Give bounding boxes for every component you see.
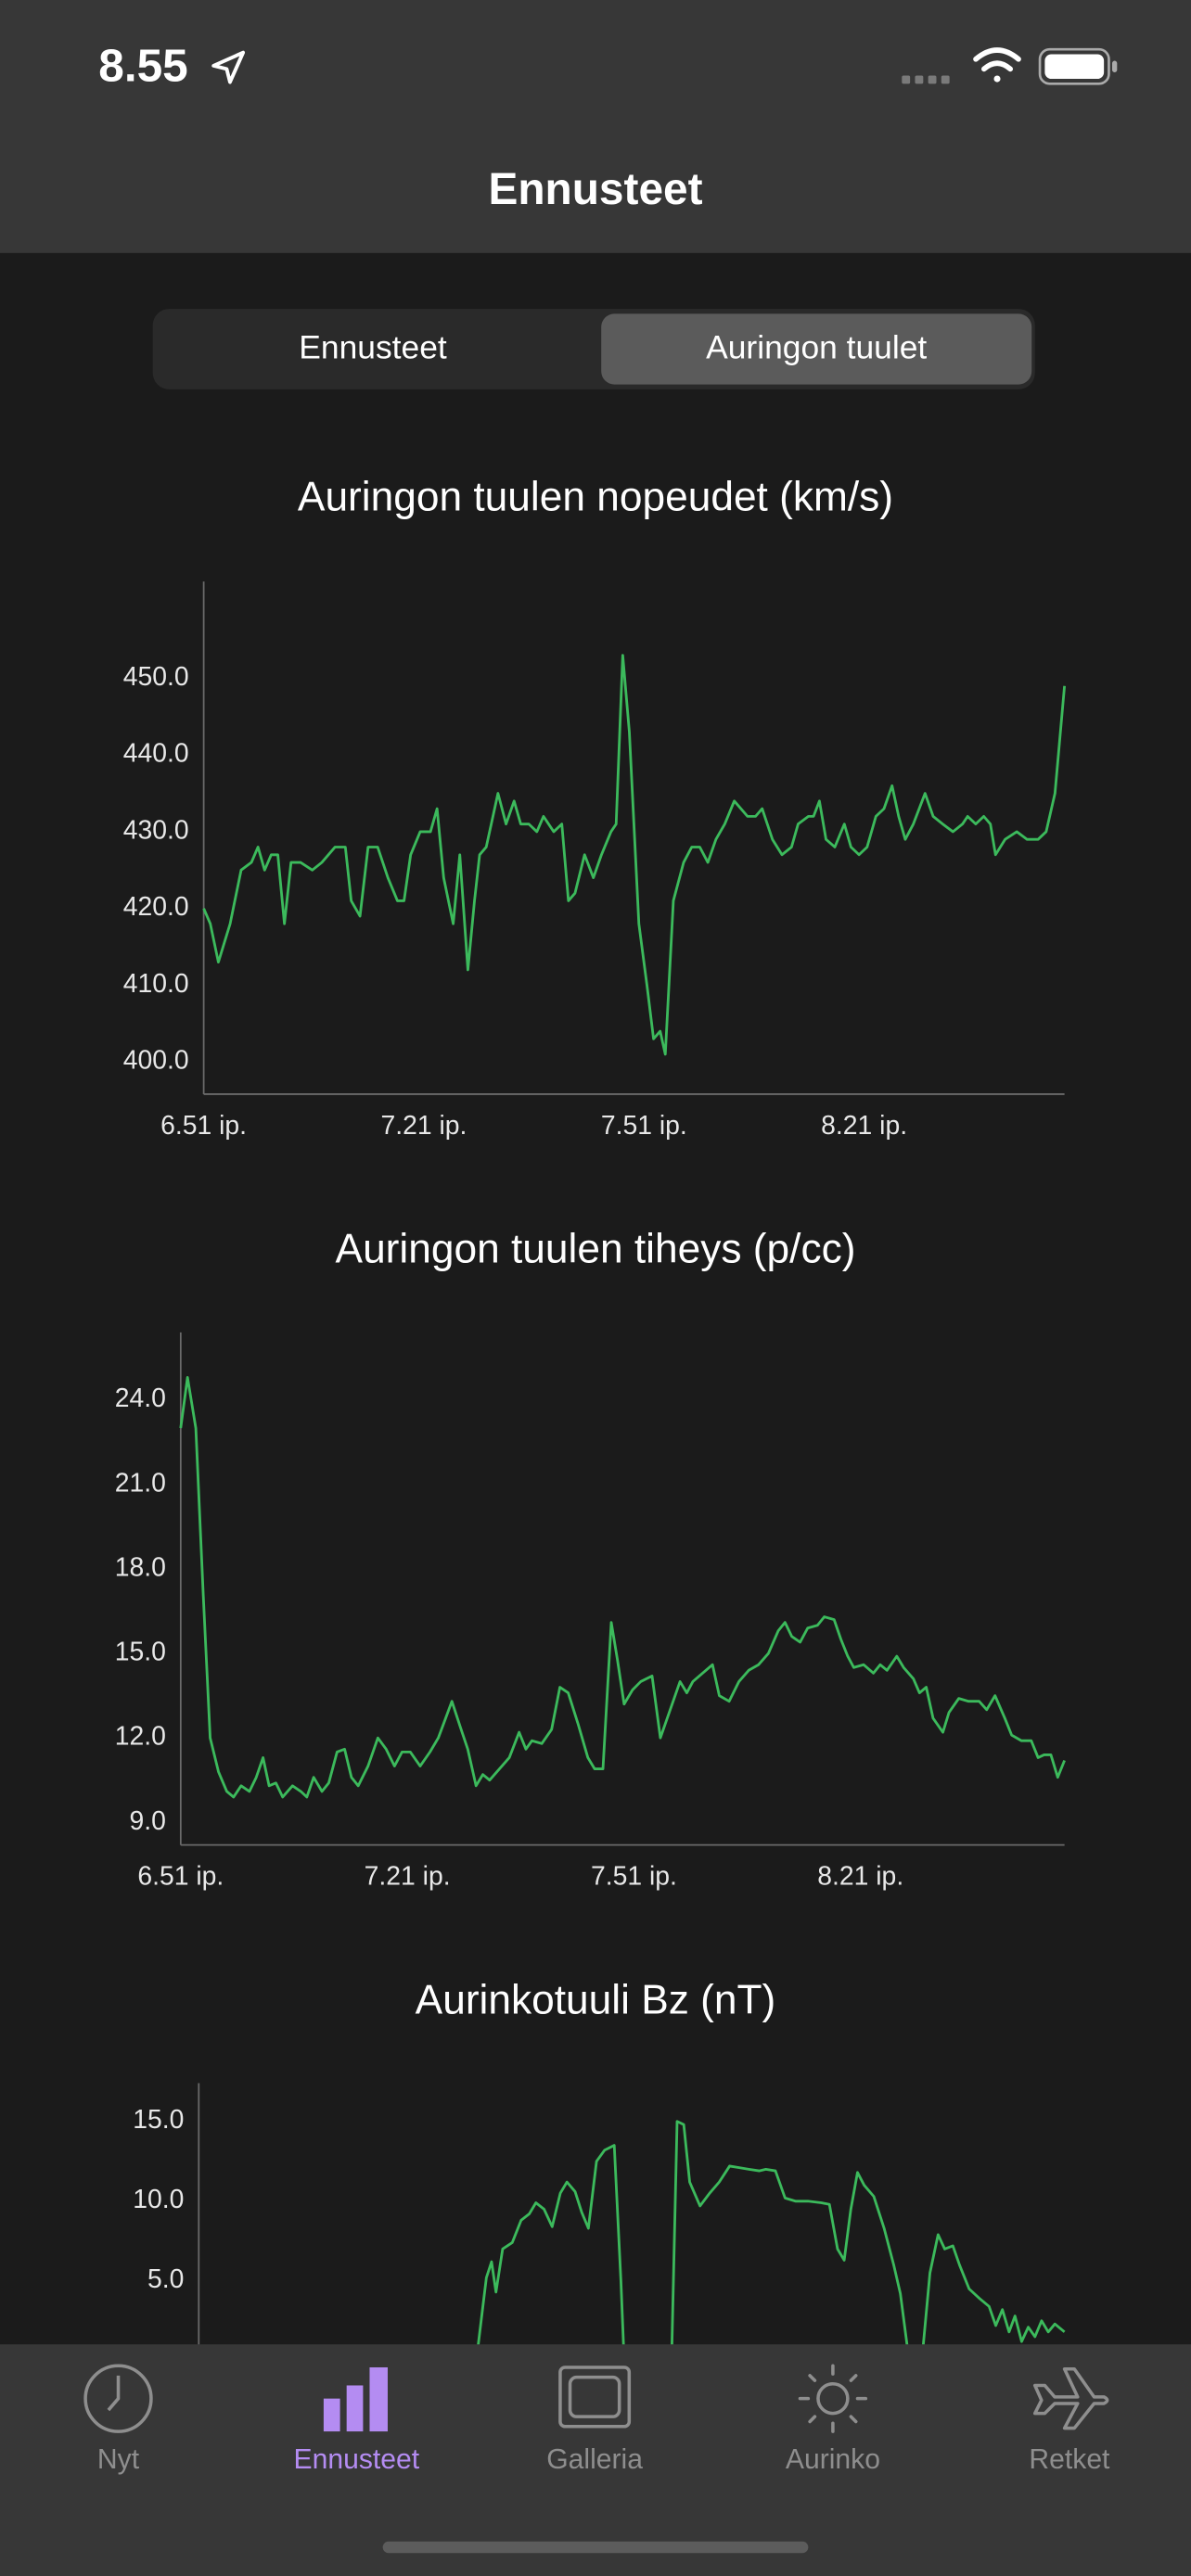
nav-title: Ennusteet (488, 165, 702, 214)
x-tick-label: 7.51 ip. (601, 1111, 687, 1141)
y-tick-label: 400.0 (123, 1046, 189, 1076)
y-tick-label: 15.0 (115, 1638, 166, 1667)
chart-title: Auringon tuulen nopeudet (km/s) (298, 474, 893, 519)
y-tick-label: 24.0 (115, 1384, 166, 1413)
charts: Auringon tuulen nopeudet (km/s) 400.0 410.… (115, 474, 1067, 2521)
chart: Auringon tuulen tiheys (p/cc) 9.0 12.0 15.0… (115, 1227, 1066, 1892)
battery-icon (1038, 47, 1118, 85)
x-tick-label: 8.21 ip. (817, 1862, 903, 1892)
x-tick-label: 6.51 ip. (137, 1862, 224, 1892)
tab-icon[interactable] (323, 2366, 388, 2432)
tab-icon[interactable] (83, 2364, 153, 2433)
y-tick-label: 5.0 (147, 2264, 184, 2294)
tab-label[interactable]: Nyt (97, 2444, 140, 2475)
segment-label[interactable]: Ennusteet (299, 329, 447, 366)
data-line (179, 1376, 1066, 1799)
tab-icon[interactable] (1032, 2366, 1109, 2430)
y-tick-label: 12.0 (115, 1722, 166, 1752)
y-tick-label: 18.0 (115, 1552, 166, 1582)
x-tick-label: 7.21 ip. (380, 1111, 467, 1141)
status-time: 8.55 (98, 39, 187, 91)
tab-label[interactable]: Galleria (546, 2444, 643, 2475)
x-tick-label: 7.21 ip. (365, 1862, 451, 1892)
y-tick-label: 21.0 (115, 1468, 166, 1498)
header-background (0, 0, 1191, 253)
y-tick-label: 9.0 (129, 1806, 165, 1836)
y-tick-label: 430.0 (123, 815, 189, 845)
chart-title: Auringon tuulen tiheys (p/cc) (336, 1227, 856, 1272)
tab-icon[interactable] (558, 2366, 632, 2429)
home-indicator (382, 2541, 809, 2554)
tab-icon[interactable] (798, 2364, 868, 2433)
tab-label[interactable]: Ennusteet (294, 2444, 420, 2475)
x-tick-label: 8.21 ip. (821, 1111, 907, 1141)
tab-label[interactable]: Retket (1029, 2444, 1110, 2475)
chart-title: Aurinkotuuli Bz (nT) (416, 1977, 776, 2022)
y-tick-label: 410.0 (123, 969, 189, 999)
header: 8.55 Ennusteet (0, 0, 1191, 253)
segment[interactable] (601, 313, 1032, 385)
tab-label[interactable]: Aurinko (786, 2444, 880, 2475)
segmented-control: Ennusteet Auringon tuulet (152, 309, 1035, 389)
chart: Aurinkotuuli Bz (nT) 5.0 10.0 15.0 (133, 1977, 1066, 2521)
y-tick-label: 440.0 (123, 739, 189, 769)
x-tick-label: 7.51 ip. (591, 1862, 677, 1892)
data-line (202, 654, 1067, 1056)
data-line (198, 2120, 1066, 2410)
tab-bar: Nyt Ennusteet Galleria Aurinko Retket (0, 2344, 1191, 2576)
y-tick-label: 15.0 (133, 2105, 184, 2135)
chart: Auringon tuulen nopeudet (km/s) 400.0 410.… (123, 474, 1067, 1141)
location-icon (211, 50, 246, 84)
x-tick-label: 6.51 ip. (160, 1111, 247, 1141)
wifi-icon (973, 47, 1021, 83)
y-tick-label: 10.0 (133, 2185, 184, 2214)
tab-bar-background (0, 2344, 1191, 2576)
signal-icon (902, 75, 950, 84)
y-tick-label: 420.0 (123, 892, 189, 922)
y-tick-label: 450.0 (123, 662, 189, 692)
segment-label[interactable]: Auringon tuulet (706, 329, 927, 366)
